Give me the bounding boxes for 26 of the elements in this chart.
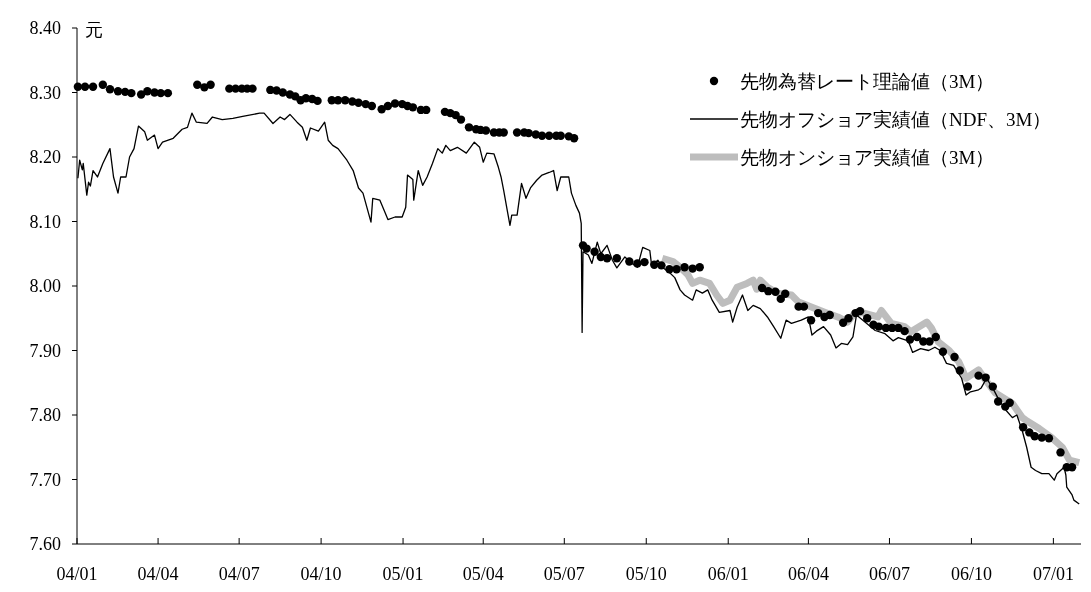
x-tick-label: 06/01 (707, 564, 749, 584)
x-tick-label: 04/04 (137, 564, 179, 584)
x-tick-label: 05/07 (543, 564, 585, 584)
x-tick-label: 05/04 (462, 564, 504, 584)
y-tick-label: 8.40 (29, 18, 61, 38)
x-tick-label: 05/10 (625, 564, 667, 584)
y-tick-label: 8.10 (29, 211, 61, 232)
x-tick-label: 06/07 (868, 564, 910, 584)
legend-label: 先物オフショア実績値（NDF、3M） (740, 109, 1052, 130)
x-tick-label: 07/01 (1032, 564, 1074, 584)
legend-label: 先物為替レート理論値（3M） (740, 71, 995, 92)
x-tick-label: 04/10 (300, 564, 342, 584)
y-tick-label: 7.80 (29, 405, 61, 425)
y-tick-label: 8.00 (29, 276, 61, 296)
x-tick-label: 05/01 (382, 564, 424, 584)
y-tick-label: 7.60 (29, 534, 61, 554)
y-tick-label: 8.30 (29, 82, 61, 103)
x-tick-label: 04/01 (56, 564, 98, 584)
legend-label: 先物オンショア実績値（3M） (740, 147, 995, 168)
y-tick-label: 7.70 (29, 469, 61, 490)
y-axis-title: 元 (85, 20, 103, 40)
y-tick-label: 7.90 (29, 340, 61, 361)
y-tick-label: 8.20 (29, 147, 61, 167)
x-tick-label: 06/04 (787, 564, 829, 584)
x-tick-label: 06/10 (950, 564, 992, 584)
x-tick-label: 04/07 (218, 564, 260, 584)
